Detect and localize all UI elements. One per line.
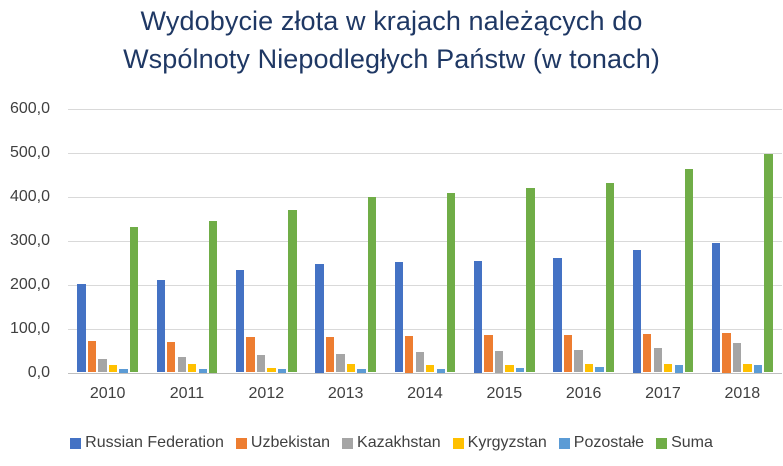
bar-russian-federation-2015 [473,260,483,373]
bar-uzbekistan-2018 [722,332,731,373]
bar-uzbekistan-2010 [87,341,97,373]
bar-kyrgyzstan-2018 [743,363,752,373]
x-tick-label: 2014 [407,385,443,402]
legend-swatch-icon [558,437,570,449]
y-tick-label: 600,0 [9,100,50,117]
bar-suma-2018 [764,154,773,373]
bar-kazakhstan-2013 [336,354,345,373]
bar-pozostałe-2011 [198,369,207,373]
x-tick-label: 2010 [89,385,126,402]
chart-title-line-1: Wydobycie złota w krajach należących do [140,6,643,36]
legend-swatch-icon [70,437,82,449]
chart-title-line-2: Wspólnoty Niepodległych Państw (w tonach… [123,44,660,74]
x-axis-line [68,373,782,374]
bar-russian-federation-2010 [77,283,86,373]
bar-suma-2010 [129,226,139,373]
bar-kyrgyzstan-2010 [108,364,118,373]
bar-russian-federation-2011 [156,279,165,373]
legend-swatch-icon [656,437,668,449]
bar-russian-federation-2016 [553,257,562,373]
bar-kazakhstan-2014 [415,352,424,373]
gridline [68,153,782,154]
y-tick-label: 0,0 [27,364,50,381]
bar-uzbekistan-2016 [563,334,573,373]
legend-item: Kazakhstan [342,434,441,452]
y-tick-label: 200,0 [9,276,50,293]
bar-pozostałe-2015 [515,367,525,373]
bar-suma-2011 [209,220,218,373]
bar-kazakhstan-2018 [732,343,742,373]
legend-label: Kazakhstan [357,434,441,451]
legend: Russian Federation Uzbekistan Kazakhstan Ky… [0,434,783,452]
bar-kazakhstan-2015 [494,351,504,373]
x-tick-label: 2018 [724,385,761,402]
x-tick-label: 2012 [248,385,285,402]
bar-uzbekistan-2011 [167,341,176,373]
gridline [68,329,782,330]
bar-uzbekistan-2013 [325,336,335,373]
legend-label: Uzbekistan [250,434,331,451]
gridline [68,241,782,242]
bar-uzbekistan-2015 [484,334,493,373]
legend-label: Suma [671,434,713,451]
y-tick-label: 100,0 [9,320,50,337]
x-tick-label: 2016 [565,385,602,402]
bar-kyrgyzstan-2013 [346,363,356,373]
bar-suma-2013 [367,197,377,373]
bar-russian-federation-2013 [315,264,324,373]
bar-pozostałe-2017 [674,365,683,373]
gridline [68,285,782,286]
bar-kyrgyzstan-2011 [188,364,197,373]
bar-kyrgyzstan-2012 [267,367,276,373]
bar-pozostałe-2014 [436,369,445,373]
bar-russian-federation-2012 [235,270,245,373]
gridline [68,109,782,110]
bar-kazakhstan-2012 [256,354,266,373]
bar-pozostałe-2016 [595,367,604,373]
bar-suma-2012 [288,209,297,373]
y-tick-label: 300,0 [9,232,50,249]
legend-label: Kyrgyzstan [467,434,547,451]
legend-item: Uzbekistan [235,434,331,452]
x-tick-label: 2011 [169,385,205,402]
bar-suma-2017 [685,169,694,373]
legend-item: Kyrgyzstan [452,434,547,452]
bar-pozostałe-2013 [357,369,366,373]
x-tick-label: 2015 [486,385,523,402]
legend-swatch-icon [452,437,464,449]
x-tick-label: 2017 [645,385,681,402]
legend-swatch-icon [235,437,247,449]
gridline [68,197,782,198]
bar-russian-federation-2018 [711,242,721,373]
bar-russian-federation-2014 [394,261,403,373]
bar-kazakhstan-2010 [98,359,107,373]
bar-kazakhstan-2016 [574,349,583,373]
bar-kyrgyzstan-2017 [664,363,673,373]
bar-suma-2015 [526,188,535,373]
bar-uzbekistan-2017 [643,333,652,373]
bar-russian-federation-2017 [632,249,641,373]
bar-pozostałe-2010 [119,369,128,373]
bar-kazakhstan-2017 [653,348,662,373]
bar-kazakhstan-2011 [177,356,186,373]
chart-title: Wydobycie złota w krajach należących do … [0,2,783,78]
bar-pozostałe-2012 [277,369,287,373]
bar-suma-2016 [605,183,615,373]
bar-kyrgyzstan-2014 [426,364,435,373]
bar-uzbekistan-2014 [405,336,414,373]
bar-suma-2014 [447,192,456,373]
bar-kyrgyzstan-2015 [505,364,514,373]
bar-kyrgyzstan-2016 [584,364,594,373]
y-tick-label: 400,0 [9,188,50,205]
bar-uzbekistan-2012 [246,337,255,373]
legend-label: Pozostałe [573,434,645,451]
bar-pozostałe-2018 [753,365,763,373]
legend-swatch-icon [342,437,354,449]
legend-item: Pozostałe [558,434,645,452]
x-tick-label: 2013 [327,385,364,402]
legend-item: Russian Federation [70,434,224,452]
legend-item: Suma [656,434,713,452]
y-tick-label: 500,0 [9,144,50,161]
legend-label: Russian Federation [85,434,224,451]
